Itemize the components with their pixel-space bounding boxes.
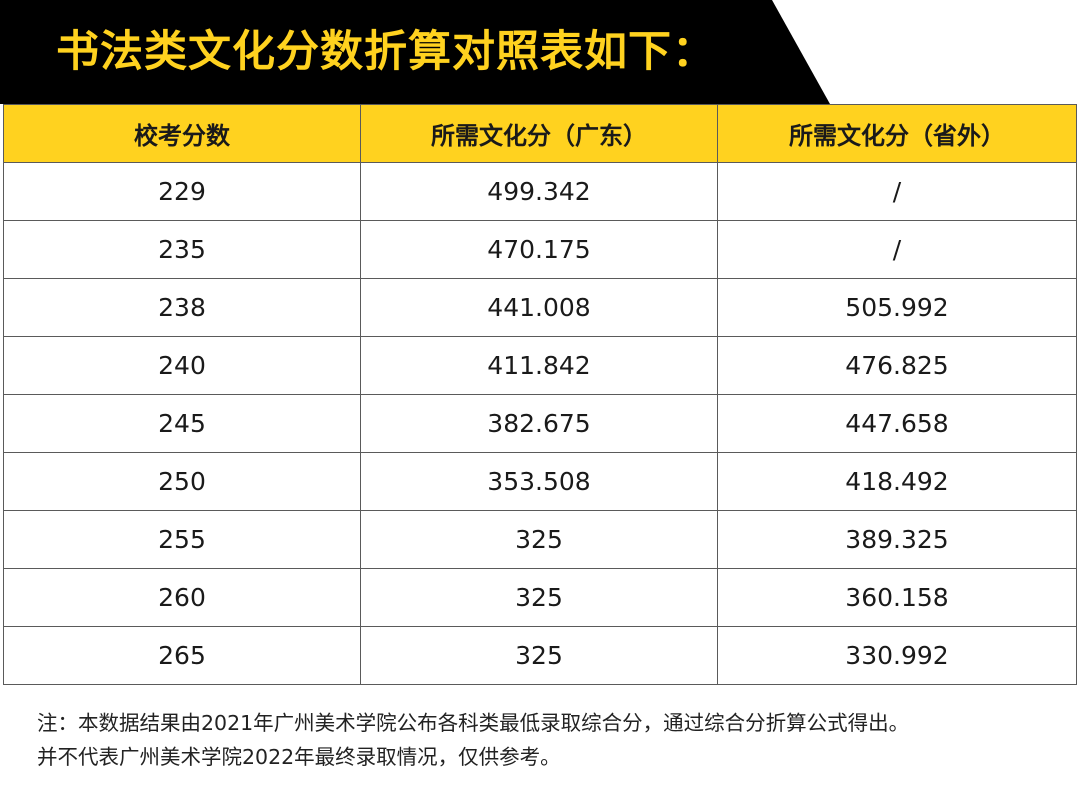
table-row: 240 411.842 476.825	[3, 336, 1077, 395]
cell-guangdong: 411.842	[360, 336, 718, 395]
cell-exam-score: 255	[3, 510, 361, 569]
footnote-line-1: 注：本数据结果由2021年广州美术学院公布各科类最低录取综合分，通过综合分折算公…	[37, 711, 910, 735]
table-row: 260 325 360.158	[3, 568, 1077, 627]
cell-guangdong: 325	[360, 510, 718, 569]
table-row: 229 499.342 /	[3, 162, 1077, 221]
table-header-row: 校考分数 所需文化分（广东） 所需文化分（省外）	[3, 104, 1077, 163]
cell-exam-score: 250	[3, 452, 361, 511]
header-culture-score-guangdong: 所需文化分（广东）	[360, 104, 718, 163]
cell-guangdong: 353.508	[360, 452, 718, 511]
page-title: 书法类文化分数折算对照表如下：	[56, 27, 716, 77]
cell-guangdong: 499.342	[360, 162, 718, 221]
cell-guangdong: 382.675	[360, 394, 718, 453]
header-culture-score-other-provinces: 所需文化分（省外）	[717, 104, 1077, 163]
conversion-table: 校考分数 所需文化分（广东） 所需文化分（省外） 229 499.342 / 2…	[3, 104, 1077, 685]
banner-background	[0, 0, 830, 104]
footnote-line-2: 并不代表广州美术学院2022年最终录取情况，仅供参考。	[37, 745, 561, 769]
cell-guangdong: 325	[360, 568, 718, 627]
footnote: 注：本数据结果由2021年广州美术学院公布各科类最低录取综合分，通过综合分折算公…	[37, 706, 1067, 774]
cell-other-provinces: 330.992	[717, 626, 1077, 685]
cell-guangdong: 441.008	[360, 278, 718, 337]
table-row: 235 470.175 /	[3, 220, 1077, 279]
cell-other-provinces: 389.325	[717, 510, 1077, 569]
cell-guangdong: 470.175	[360, 220, 718, 279]
cell-exam-score: 260	[3, 568, 361, 627]
cell-other-provinces: 418.492	[717, 452, 1077, 511]
cell-exam-score: 238	[3, 278, 361, 337]
cell-other-provinces: 360.158	[717, 568, 1077, 627]
cell-other-provinces: 505.992	[717, 278, 1077, 337]
cell-other-provinces: 447.658	[717, 394, 1077, 453]
cell-exam-score: 229	[3, 162, 361, 221]
table-row: 250 353.508 418.492	[3, 452, 1077, 511]
cell-other-provinces: /	[717, 162, 1077, 221]
table-row: 255 325 389.325	[3, 510, 1077, 569]
cell-guangdong: 325	[360, 626, 718, 685]
table-row: 238 441.008 505.992	[3, 278, 1077, 337]
cell-exam-score: 240	[3, 336, 361, 395]
table-row: 245 382.675 447.658	[3, 394, 1077, 453]
cell-other-provinces: /	[717, 220, 1077, 279]
cell-exam-score: 265	[3, 626, 361, 685]
cell-other-provinces: 476.825	[717, 336, 1077, 395]
title-banner: 书法类文化分数折算对照表如下：	[0, 0, 1080, 104]
table-row: 265 325 330.992	[3, 626, 1077, 685]
cell-exam-score: 235	[3, 220, 361, 279]
header-school-exam-score: 校考分数	[3, 104, 361, 163]
cell-exam-score: 245	[3, 394, 361, 453]
